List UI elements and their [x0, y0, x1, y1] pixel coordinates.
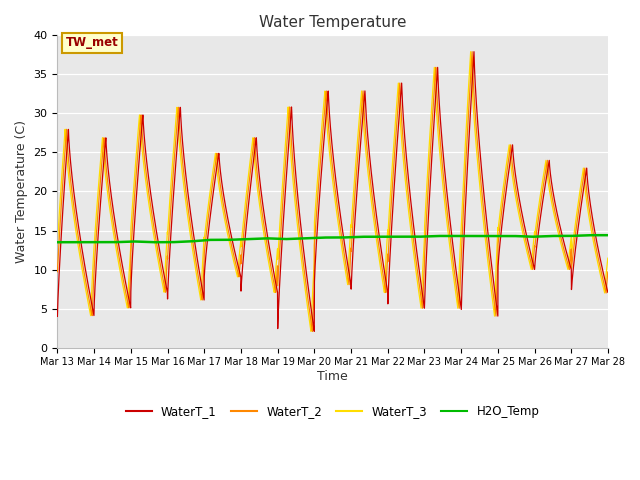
X-axis label: Time: Time: [317, 370, 348, 383]
Y-axis label: Water Temperature (C): Water Temperature (C): [15, 120, 28, 263]
Text: TW_met: TW_met: [66, 36, 118, 49]
Title: Water Temperature: Water Temperature: [259, 15, 406, 30]
Legend: WaterT_1, WaterT_2, WaterT_3, H2O_Temp: WaterT_1, WaterT_2, WaterT_3, H2O_Temp: [121, 400, 545, 423]
